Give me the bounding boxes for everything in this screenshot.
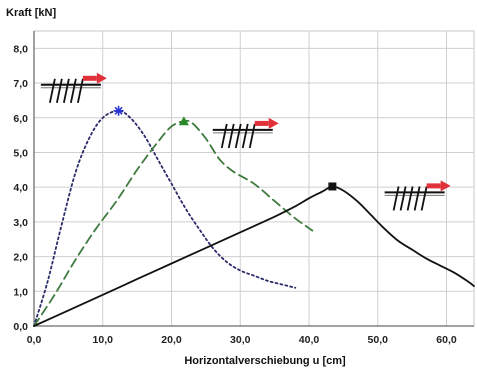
pictogram-layer [40, 72, 451, 211]
peak-marker-triangle [178, 116, 189, 126]
y-tick-label: 3,0 [13, 217, 28, 229]
x-tick-label: 20,0 [161, 334, 182, 346]
peak-marker-square [328, 182, 337, 191]
pictogram-hatch [220, 123, 228, 149]
pictogram-hatch [227, 123, 235, 149]
pictogram-hatch [62, 78, 70, 103]
peak-marker-star-stroke [114, 106, 123, 115]
pictogram-hatch [406, 186, 414, 211]
x-tick-label: 60,0 [436, 334, 457, 346]
pictogram-hatch [248, 123, 256, 149]
y-tick-label: 4,0 [13, 182, 28, 194]
x-axis-label: Horizontalverschiebung u [cm] [184, 355, 346, 367]
y-tick-label: 5,0 [13, 147, 28, 159]
pictogram-dotted-series [40, 72, 107, 103]
series-dashed [33, 116, 314, 327]
y-tick-label: 7,0 [13, 78, 28, 90]
pictogram-dashed-series [212, 117, 279, 149]
y-tick-label: 6,0 [13, 113, 28, 125]
pictogram-arrow-head [268, 117, 279, 129]
x-tick-label: 30,0 [230, 334, 251, 346]
series-dotted [33, 105, 297, 327]
pictogram-hatch [234, 123, 242, 149]
pictogram-arrow-shaft [82, 75, 97, 81]
pictogram-arrow-shaft [426, 183, 441, 189]
pictogram-arrow-head [96, 72, 107, 84]
pictogram-hatch [55, 78, 63, 103]
axes: 0,0 1,0 2,0 3,0 4,0 5,0 6,0 7,0 8,0 0,0 10,0 20,0 30… [13, 31, 474, 346]
peak-marker-star [113, 105, 124, 116]
pictogram-hatch [413, 186, 421, 211]
y-tick-label: 0,0 [13, 321, 28, 333]
pictogram-hatch [69, 78, 77, 103]
pictogram-hatch [420, 186, 428, 211]
pictogram-hatch [76, 78, 84, 103]
pictogram-hatch [392, 186, 400, 211]
series-solid [33, 182, 475, 327]
pictogram-arrow-head [440, 180, 451, 192]
x-tick-label: 50,0 [368, 334, 389, 346]
x-tick-label: 0,0 [27, 334, 42, 346]
y-tick-label: 8,0 [13, 43, 28, 55]
y-tick-label: 2,0 [13, 252, 28, 264]
pictogram-hatch [48, 78, 56, 103]
x-tick-label: 40,0 [299, 334, 320, 346]
pictogram-solid-series [384, 180, 451, 211]
y-tick-label: 1,0 [13, 286, 28, 298]
y-axis-label: Kraft [kN] [6, 7, 56, 19]
x-tick-label: 10,0 [93, 334, 114, 346]
pictogram-hatch [399, 186, 407, 211]
pictogram-arrow-shaft [254, 120, 269, 126]
series-line-dotted [33, 109, 297, 327]
series-layer [33, 105, 475, 327]
pictogram-hatch [241, 123, 249, 149]
